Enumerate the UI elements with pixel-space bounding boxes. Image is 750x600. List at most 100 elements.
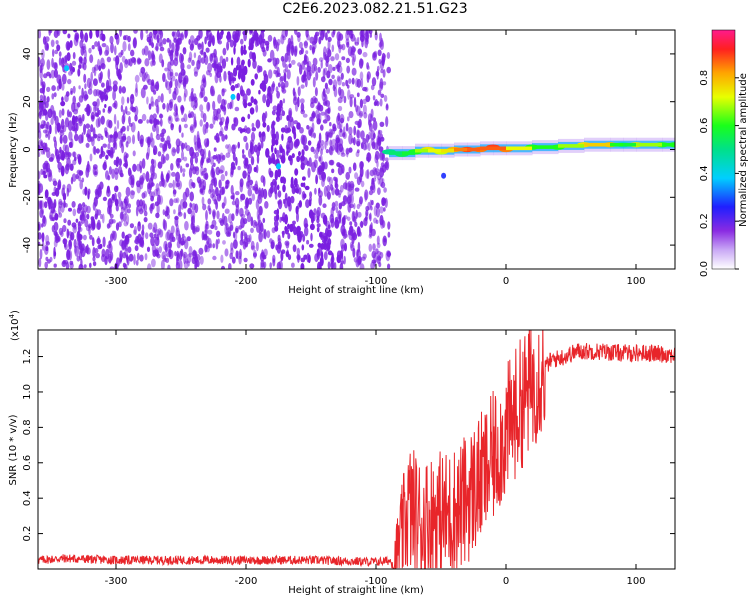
top-y-tick-label: 20 (22, 95, 33, 108)
spectrogram-cell (108, 166, 112, 175)
spectrogram-cell (155, 42, 159, 52)
spectrogram-cell (376, 242, 381, 249)
spectrogram-cell (69, 262, 74, 269)
spectrogram-cell (127, 43, 131, 52)
top-x-tick-label: -200 (235, 276, 258, 287)
spectrogram-cell (106, 56, 112, 63)
spectrogram-cell (260, 30, 266, 33)
spectrogram-cell (86, 205, 91, 214)
spectrogram-cell (368, 190, 373, 196)
colorbar-tick-label: 0.0 (699, 261, 710, 277)
spectrogram-cell (358, 58, 364, 69)
spectrogram-cell (101, 43, 107, 48)
spectrogram-cell (243, 44, 246, 51)
spectrogram-cell (193, 93, 197, 101)
spectrogram-cell (191, 215, 195, 226)
spectrogram-cell (168, 182, 173, 188)
spectrogram-cell (38, 170, 41, 180)
spectrogram-cell (226, 41, 230, 51)
spectrogram-cell (250, 131, 256, 142)
spectrogram-cell (291, 126, 296, 135)
spectrogram-cell (89, 262, 92, 268)
spectrogram-cell (64, 117, 70, 128)
spectrogram-cell (280, 34, 285, 45)
spectrogram-cell (236, 92, 241, 102)
spectrogram-cell (58, 168, 61, 173)
spectrogram-cell (114, 141, 118, 150)
spectrogram-cell (175, 223, 179, 233)
spectrogram-cell (180, 248, 184, 257)
spectrogram-cell (254, 73, 258, 80)
spectrogram-cell (343, 255, 346, 265)
spectrogram-cell (324, 82, 328, 90)
spectrogram-cell (235, 191, 240, 196)
spectrogram-cell (212, 155, 218, 160)
spectrogram-cell (82, 113, 85, 122)
spectrogram-cell (216, 108, 221, 114)
spectrogram-cell (166, 213, 171, 220)
spectrogram-cell (224, 208, 230, 214)
spectrogram-cell (341, 43, 346, 51)
spectrogram-cell (209, 53, 213, 62)
spectrogram-cell (176, 50, 179, 57)
spectrogram-cell (266, 230, 271, 239)
spectrogram-cell (317, 140, 322, 149)
spectrogram-cell (218, 154, 222, 160)
chart-title: C2E6.2023.082.21.51.G23 (282, 1, 468, 17)
spectrogram-cell (113, 57, 117, 62)
spectrogram-cell (38, 257, 42, 268)
spectrogram-cell (354, 172, 359, 180)
spectrogram-cell (188, 252, 193, 258)
spectrogram-cell (148, 38, 152, 46)
spectrogram-cell (155, 250, 160, 257)
spectrogram-cell (256, 154, 260, 164)
spectrogram-cell (43, 120, 46, 126)
spectrogram-cell (289, 223, 294, 233)
spectrogram-cell (287, 232, 291, 240)
spectrogram-cell (199, 119, 203, 127)
spectrogram-cell (46, 121, 50, 130)
spectrogram-cell (185, 163, 190, 168)
spectrogram-cell (109, 266, 115, 269)
spectrogram-cell (221, 58, 227, 69)
spectrogram-cell (276, 104, 282, 115)
spectrogram-cell (276, 244, 282, 254)
spectrogram-cell (323, 161, 328, 170)
spectrogram-cell (134, 105, 139, 117)
spectrogram-cell (38, 122, 41, 133)
spectrogram-cell (201, 41, 204, 53)
spectrogram-cell (146, 96, 149, 105)
spectrogram-cell (213, 48, 217, 58)
spectrogram-cell (154, 84, 158, 89)
spectrogram-cell (119, 250, 123, 261)
spectrogram-cell (138, 208, 144, 215)
spectrogram-cell (122, 252, 127, 259)
spectrogram-cell (232, 152, 236, 162)
spectrogram-cell (221, 202, 225, 209)
spectrogram-cell (134, 74, 140, 83)
spectrogram-cell (178, 124, 182, 134)
spectrogram-cell (345, 79, 349, 87)
spectrogram-cell (190, 181, 195, 187)
spectrogram-cell (371, 200, 374, 206)
spectrogram-cell (217, 94, 222, 104)
spectrogram-cell (181, 142, 186, 150)
spectrogram-cell (280, 82, 286, 90)
spectrogram-cell (216, 136, 221, 143)
spectrogram-cell (69, 163, 74, 171)
spectrogram-cell (141, 229, 145, 236)
spectrogram-cell (77, 114, 82, 121)
spectrogram-cell (249, 263, 255, 269)
spectrogram-cell (107, 143, 111, 150)
spectrogram-cell (155, 183, 160, 192)
spectrogram-cell (90, 222, 96, 231)
spectrogram-cell (275, 86, 279, 93)
spectrogram-cell (147, 183, 152, 195)
spectrogram-cell (204, 127, 209, 134)
spectrogram-cell (269, 49, 275, 61)
spectrogram-cell (320, 124, 324, 131)
spectrogram-cell (95, 190, 100, 200)
spectrogram-cell (367, 142, 371, 152)
spectrogram-cell (373, 217, 378, 224)
spectrogram-cell (86, 105, 91, 115)
